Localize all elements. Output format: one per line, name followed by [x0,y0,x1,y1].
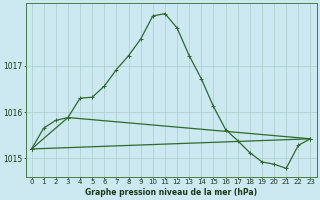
X-axis label: Graphe pression niveau de la mer (hPa): Graphe pression niveau de la mer (hPa) [85,188,257,197]
